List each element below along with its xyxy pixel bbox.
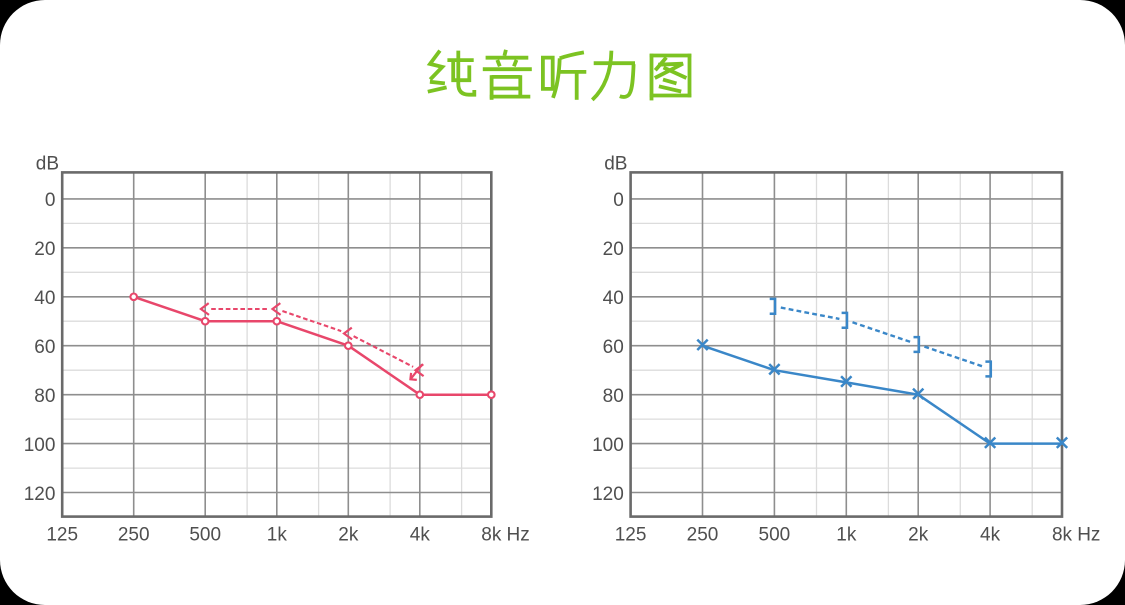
svg-text:2k: 2k <box>338 525 359 546</box>
svg-text:2k: 2k <box>908 525 929 546</box>
svg-text:0: 0 <box>45 190 56 211</box>
svg-text:Hz: Hz <box>507 525 530 546</box>
svg-text:250: 250 <box>118 525 150 546</box>
svg-text:250: 250 <box>687 525 719 546</box>
svg-text:500: 500 <box>759 525 791 546</box>
svg-text:4k: 4k <box>410 525 431 546</box>
svg-text:20: 20 <box>34 239 55 260</box>
svg-text:Hz: Hz <box>1077 525 1100 546</box>
svg-text:125: 125 <box>46 525 78 546</box>
svg-text:100: 100 <box>592 435 624 456</box>
svg-text:dB: dB <box>604 153 627 174</box>
svg-text:1k: 1k <box>267 525 288 546</box>
svg-text:4k: 4k <box>980 525 1001 546</box>
svg-text:125: 125 <box>615 525 647 546</box>
svg-text:40: 40 <box>603 288 624 309</box>
svg-text:80: 80 <box>603 386 624 407</box>
svg-text:120: 120 <box>24 484 56 505</box>
svg-text:1k: 1k <box>836 525 857 546</box>
svg-text:80: 80 <box>34 386 55 407</box>
svg-text:120: 120 <box>592 484 624 505</box>
svg-text:60: 60 <box>34 337 55 358</box>
svg-text:20: 20 <box>603 239 624 260</box>
svg-text:60: 60 <box>603 337 624 358</box>
svg-text:40: 40 <box>34 288 55 309</box>
svg-text:500: 500 <box>189 525 221 546</box>
svg-text:dB: dB <box>36 153 59 174</box>
svg-text:8k: 8k <box>1052 525 1073 546</box>
svg-text:8k: 8k <box>481 525 502 546</box>
svg-text:100: 100 <box>24 435 56 456</box>
svg-text:0: 0 <box>613 190 624 211</box>
